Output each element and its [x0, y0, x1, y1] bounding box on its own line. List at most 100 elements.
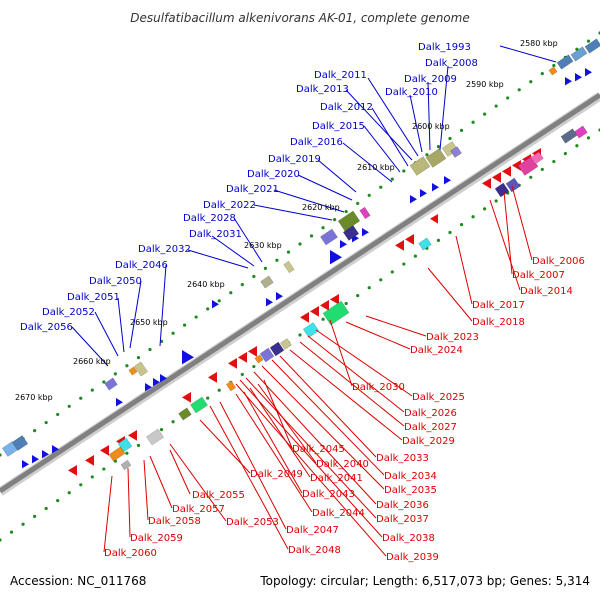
leader-line [71, 326, 109, 367]
reverse-gene-label: Dalk_2055 [192, 490, 245, 501]
inner-scale-dot [402, 262, 406, 266]
forward-arrow [266, 298, 273, 307]
scale-label: 2590 kbp [466, 80, 504, 89]
forward-arrow [585, 68, 592, 77]
outer-scale-dot [540, 71, 544, 76]
leader-line [253, 204, 333, 221]
leader-line [149, 455, 173, 509]
gene-block [418, 237, 432, 251]
reverse-gene-label: Dalk_2059 [130, 533, 183, 544]
gene-block [104, 377, 118, 391]
reverse-gene-label: Dalk_2038 [382, 533, 435, 544]
leader-line [129, 280, 142, 349]
gene-block [146, 428, 164, 446]
reverse-arrow [482, 178, 491, 189]
gene-block [128, 366, 138, 376]
inner-scale-dot [90, 475, 94, 479]
gene-block [337, 210, 361, 232]
reverse-arrow [430, 214, 438, 224]
forward-arrow [182, 350, 194, 365]
reverse-gene-label: Dalk_2045 [292, 444, 345, 455]
leader-line [511, 185, 533, 261]
gene-block [11, 435, 29, 451]
forward-arrow [432, 183, 439, 192]
leader-line [211, 235, 255, 267]
inner-scale-dot [171, 420, 175, 424]
inner-scale-dot [206, 396, 210, 400]
forward-gene-label: Dalk_2050 [89, 276, 142, 287]
inner-scale-dot [33, 514, 37, 518]
leader-line [187, 249, 249, 269]
outer-scale-dot [506, 96, 510, 100]
outer-scale-dot [367, 193, 371, 197]
gene-block [570, 46, 588, 62]
outer-scale-dot [125, 364, 129, 368]
outer-scale-dot [102, 380, 106, 384]
forward-arrow [32, 455, 39, 464]
scale-label: 2660 kbp [73, 357, 111, 366]
forward-arrow [145, 383, 152, 392]
forward-gene-label: Dalk_2051 [67, 292, 120, 303]
forward-arrow [575, 73, 582, 82]
gene-block [322, 300, 350, 326]
leader-line [367, 77, 419, 157]
accession-label: Accession: NC_011768 [10, 574, 146, 588]
outer-scale-dot [286, 250, 291, 254]
reverse-arrow [238, 352, 247, 363]
reverse-gene-label: Dalk_2037 [376, 514, 429, 525]
inner-scale-dot [356, 293, 360, 298]
gene-block [409, 156, 431, 176]
inner-scale-dot [217, 388, 221, 392]
outer-scale-dot [183, 323, 187, 327]
gene-block [120, 459, 132, 471]
inner-scale-dot [79, 483, 83, 487]
forward-gene-label: Dalk_2011 [314, 70, 367, 81]
scale-labels: 2580 kbp 2590 kbp 2600 kbp 2610 kbp 2620 kbp… [15, 39, 558, 402]
outer-scale-dot [298, 242, 302, 246]
inner-scale-dot [563, 152, 567, 156]
gene-block [584, 38, 600, 54]
outer-scale-dot [206, 307, 210, 311]
reverse-arrow [330, 294, 339, 305]
genome-backbone [0, 92, 600, 496]
gene-block [574, 125, 588, 139]
inner-scale-dot [21, 522, 25, 526]
reverse-gene-label: Dalk_2047 [286, 525, 339, 536]
inner-scale-dot [125, 451, 129, 455]
leader-line [499, 45, 557, 63]
outer-scale-dot [136, 356, 141, 360]
leader-line [273, 189, 345, 213]
reverse-gene-label: Dalk_2049 [250, 469, 303, 480]
map-title: Desulfatibacillum alkenivorans AK-01, co… [130, 11, 469, 25]
scale-label: 2670 kbp [15, 393, 53, 402]
reverse-gene-label: Dalk_2017 [472, 300, 525, 311]
inner-scale-dot [298, 333, 302, 337]
forward-arrow [444, 176, 451, 185]
inner-scale-dot [390, 270, 394, 274]
leader-line [257, 383, 317, 464]
inner-scale-dot [344, 301, 348, 306]
inner-scale-dot [459, 223, 464, 227]
inner-scale-dot [471, 215, 475, 219]
reverse-gene-label: Dalk_2024 [410, 345, 463, 356]
gene-block [283, 260, 295, 274]
gene-block [178, 407, 192, 421]
reverse-gene-label: Dalk_2006 [532, 256, 585, 267]
leader-line [249, 387, 311, 478]
outer-scale-dot [148, 347, 152, 352]
leader-line [409, 94, 423, 153]
outer-scale-dot [263, 266, 267, 270]
forward-gene-label: Dalk_2020 [247, 169, 300, 180]
forward-arrow [153, 378, 160, 387]
leader-line [271, 359, 385, 476]
reverse-gene-label: Dalk_2058 [148, 516, 201, 527]
inner-scale-dot [448, 230, 452, 235]
gene-block [560, 128, 578, 144]
forward-gene-label: Dalk_2021 [226, 184, 279, 195]
forward-gene-label: Dalk_2022 [203, 200, 256, 211]
gene-block [320, 228, 338, 246]
reverse-gene-label: Dalk_2057 [172, 504, 225, 515]
forward-gene-label: Dalk_2031 [189, 229, 242, 240]
scale-label: 2650 kbp [130, 318, 168, 327]
outer-scale-dot [471, 120, 475, 124]
